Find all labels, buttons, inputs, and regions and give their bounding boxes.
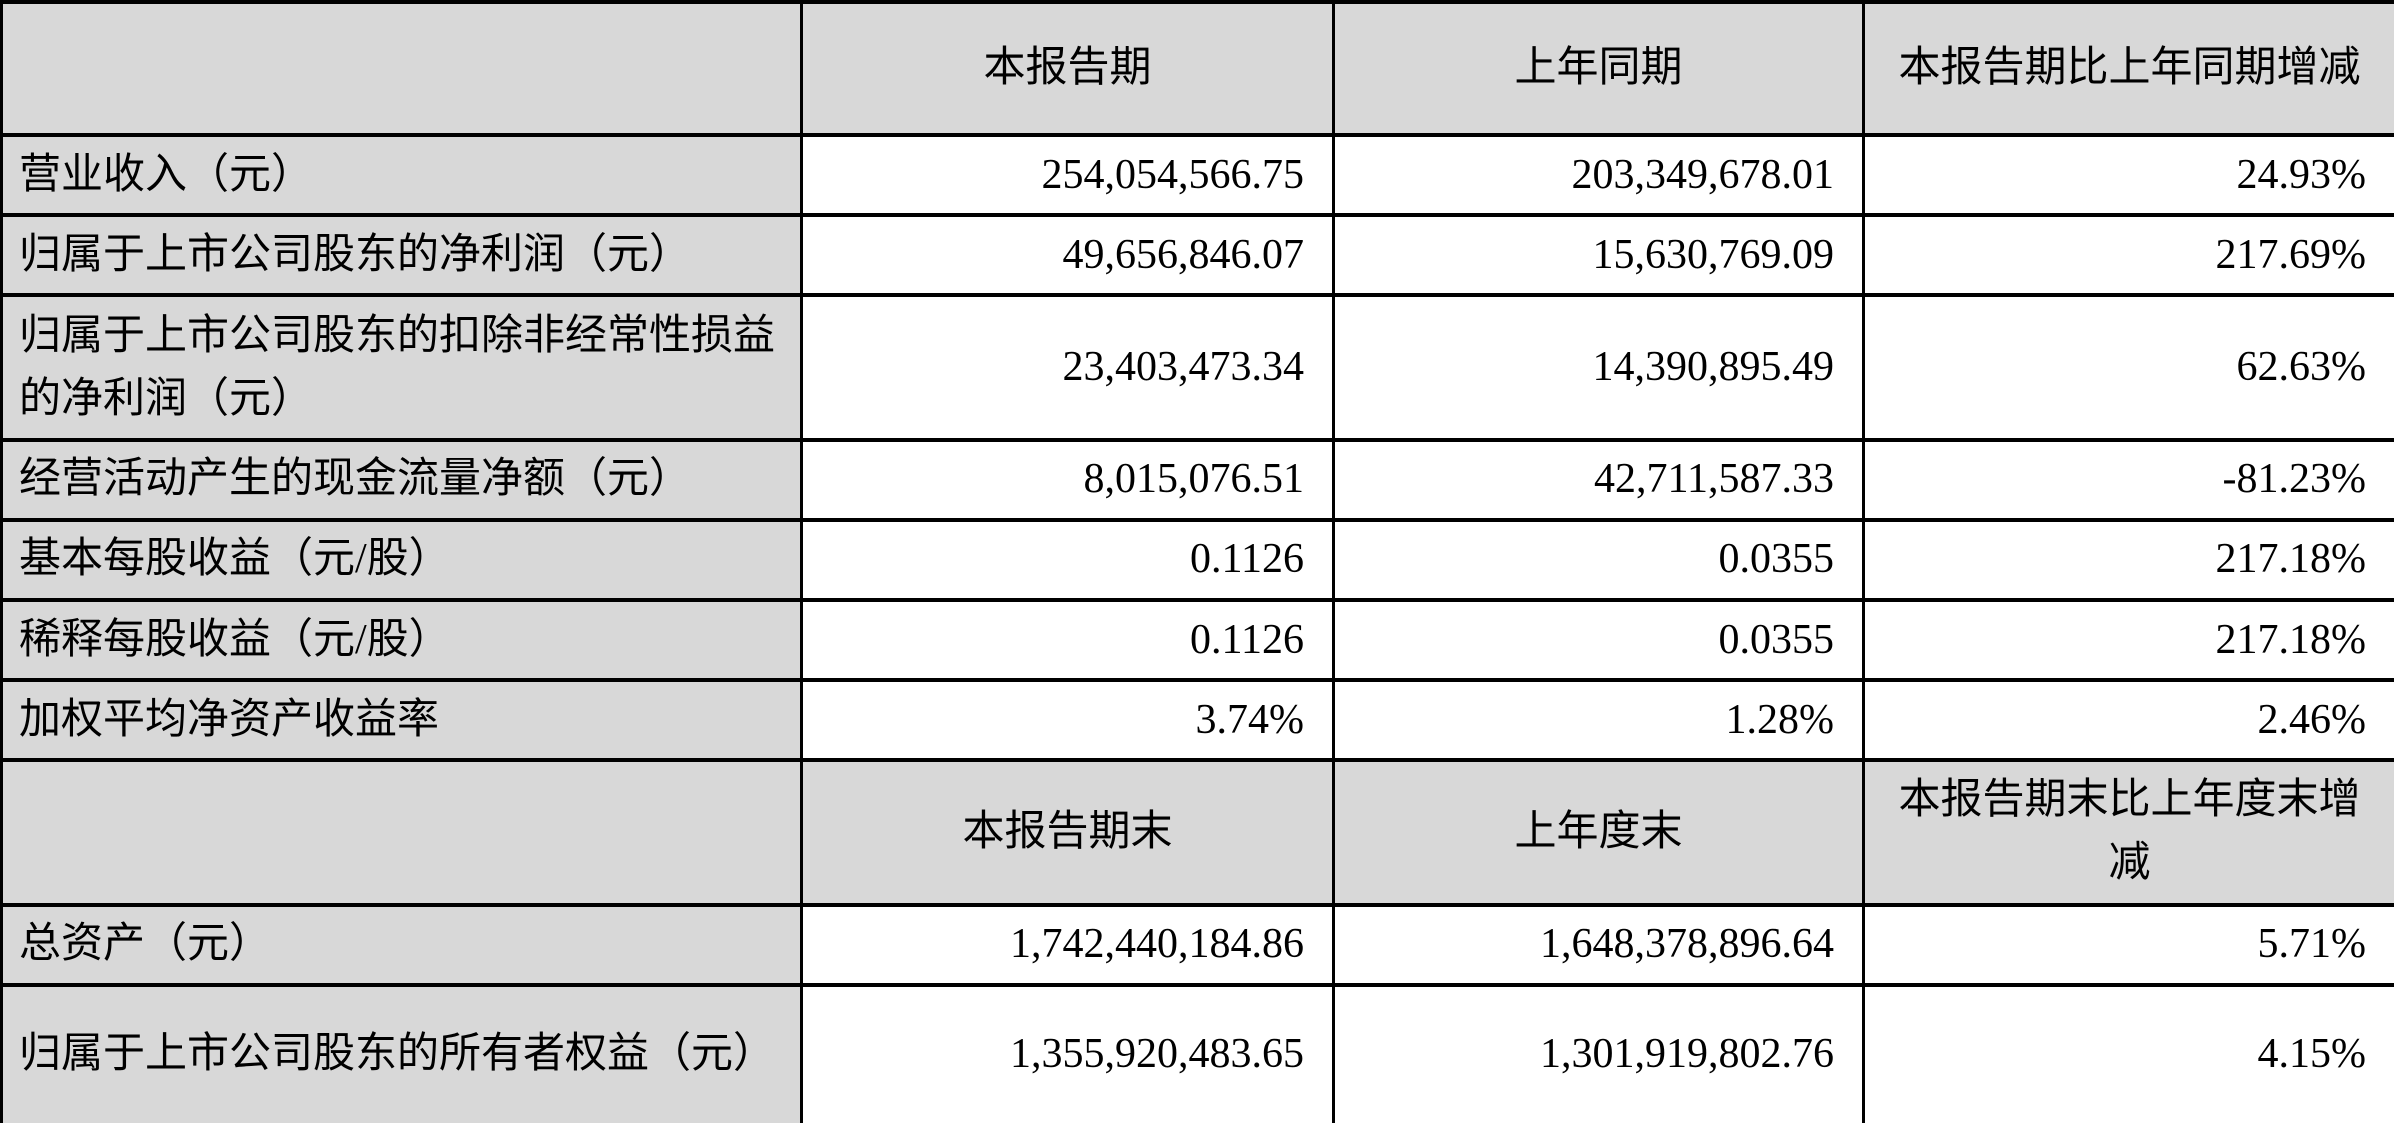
value-change: 5.71% bbox=[1862, 902, 2394, 987]
header-eop-change: 本报告期末比上年度末增减 bbox=[1862, 758, 2394, 907]
row-label: 经营活动产生的现金流量净额（元） bbox=[0, 437, 803, 522]
value-current: 23,403,473.34 bbox=[800, 293, 1335, 442]
value-change: 217.69% bbox=[1862, 213, 2394, 298]
table-row-weighted-avg-roe: 加权平均净资产收益率 3.74% 1.28% 2.46% bbox=[0, 678, 2394, 763]
header-corner-cell bbox=[0, 0, 803, 138]
value-change: 62.63% bbox=[1862, 293, 2394, 442]
value-change: 217.18% bbox=[1862, 597, 2394, 683]
value-current: 1,742,440,184.86 bbox=[800, 902, 1335, 987]
table-row-shareholders-equity: 归属于上市公司股东的所有者权益（元） 1,355,920,483.65 1,30… bbox=[0, 982, 2394, 1123]
value-prior: 1,648,378,896.64 bbox=[1332, 902, 1865, 987]
value-prior: 14,390,895.49 bbox=[1332, 293, 1865, 442]
value-prior: 15,630,769.09 bbox=[1332, 213, 1865, 298]
row-label: 基本每股收益（元/股） bbox=[0, 517, 803, 603]
row-label: 营业收入（元） bbox=[0, 133, 803, 218]
value-prior: 0.0355 bbox=[1332, 597, 1865, 683]
table-row-total-assets: 总资产（元） 1,742,440,184.86 1,648,378,896.64… bbox=[0, 902, 2394, 987]
header-current-eop: 本报告期末 bbox=[800, 758, 1335, 907]
value-prior: 42,711,587.33 bbox=[1332, 437, 1865, 522]
value-prior: 0.0355 bbox=[1332, 517, 1865, 603]
header-period-change: 本报告期比上年同期增减 bbox=[1862, 0, 2394, 138]
header-prior-eop: 上年度末 bbox=[1332, 758, 1865, 907]
row-label: 归属于上市公司股东的扣除非经常性损益的净利润（元） bbox=[0, 293, 803, 442]
value-change: -81.23% bbox=[1862, 437, 2394, 522]
row-label: 稀释每股收益（元/股） bbox=[0, 597, 803, 683]
table-row-basic-eps: 基本每股收益（元/股） 0.1126 0.0355 217.18% bbox=[0, 517, 2394, 603]
table-row-operating-cash-flow: 经营活动产生的现金流量净额（元） 8,015,076.51 42,711,587… bbox=[0, 437, 2394, 522]
row-label: 归属于上市公司股东的净利润（元） bbox=[0, 213, 803, 298]
header-corner-cell bbox=[0, 758, 803, 907]
value-current: 49,656,846.07 bbox=[800, 213, 1335, 298]
value-prior: 1,301,919,802.76 bbox=[1332, 982, 1865, 1123]
value-current: 0.1126 bbox=[800, 597, 1335, 683]
period-header-row: 本报告期 上年同期 本报告期比上年同期增减 bbox=[0, 0, 2394, 138]
value-change: 24.93% bbox=[1862, 133, 2394, 218]
value-prior: 1.28% bbox=[1332, 678, 1865, 763]
value-change: 2.46% bbox=[1862, 678, 2394, 763]
value-current: 3.74% bbox=[800, 678, 1335, 763]
row-label: 总资产（元） bbox=[0, 902, 803, 987]
value-current: 8,015,076.51 bbox=[800, 437, 1335, 522]
table-row-net-profit-excl-nonrecurring: 归属于上市公司股东的扣除非经常性损益的净利润（元） 23,403,473.34 … bbox=[0, 293, 2394, 442]
value-change: 217.18% bbox=[1862, 517, 2394, 603]
value-prior: 203,349,678.01 bbox=[1332, 133, 1865, 218]
table-row-net-profit: 归属于上市公司股东的净利润（元） 49,656,846.07 15,630,76… bbox=[0, 213, 2394, 298]
value-change: 4.15% bbox=[1862, 982, 2394, 1123]
table-row-revenue: 营业收入（元） 254,054,566.75 203,349,678.01 24… bbox=[0, 133, 2394, 218]
row-label: 加权平均净资产收益率 bbox=[0, 678, 803, 763]
table-row-diluted-eps: 稀释每股收益（元/股） 0.1126 0.0355 217.18% bbox=[0, 597, 2394, 683]
value-current: 0.1126 bbox=[800, 517, 1335, 603]
end-of-period-header-row: 本报告期末 上年度末 本报告期末比上年度末增减 bbox=[0, 758, 2394, 907]
header-prior-period: 上年同期 bbox=[1332, 0, 1865, 138]
value-current: 254,054,566.75 bbox=[800, 133, 1335, 218]
row-label: 归属于上市公司股东的所有者权益（元） bbox=[0, 982, 803, 1123]
value-current: 1,355,920,483.65 bbox=[800, 982, 1335, 1123]
header-current-period: 本报告期 bbox=[800, 0, 1335, 138]
